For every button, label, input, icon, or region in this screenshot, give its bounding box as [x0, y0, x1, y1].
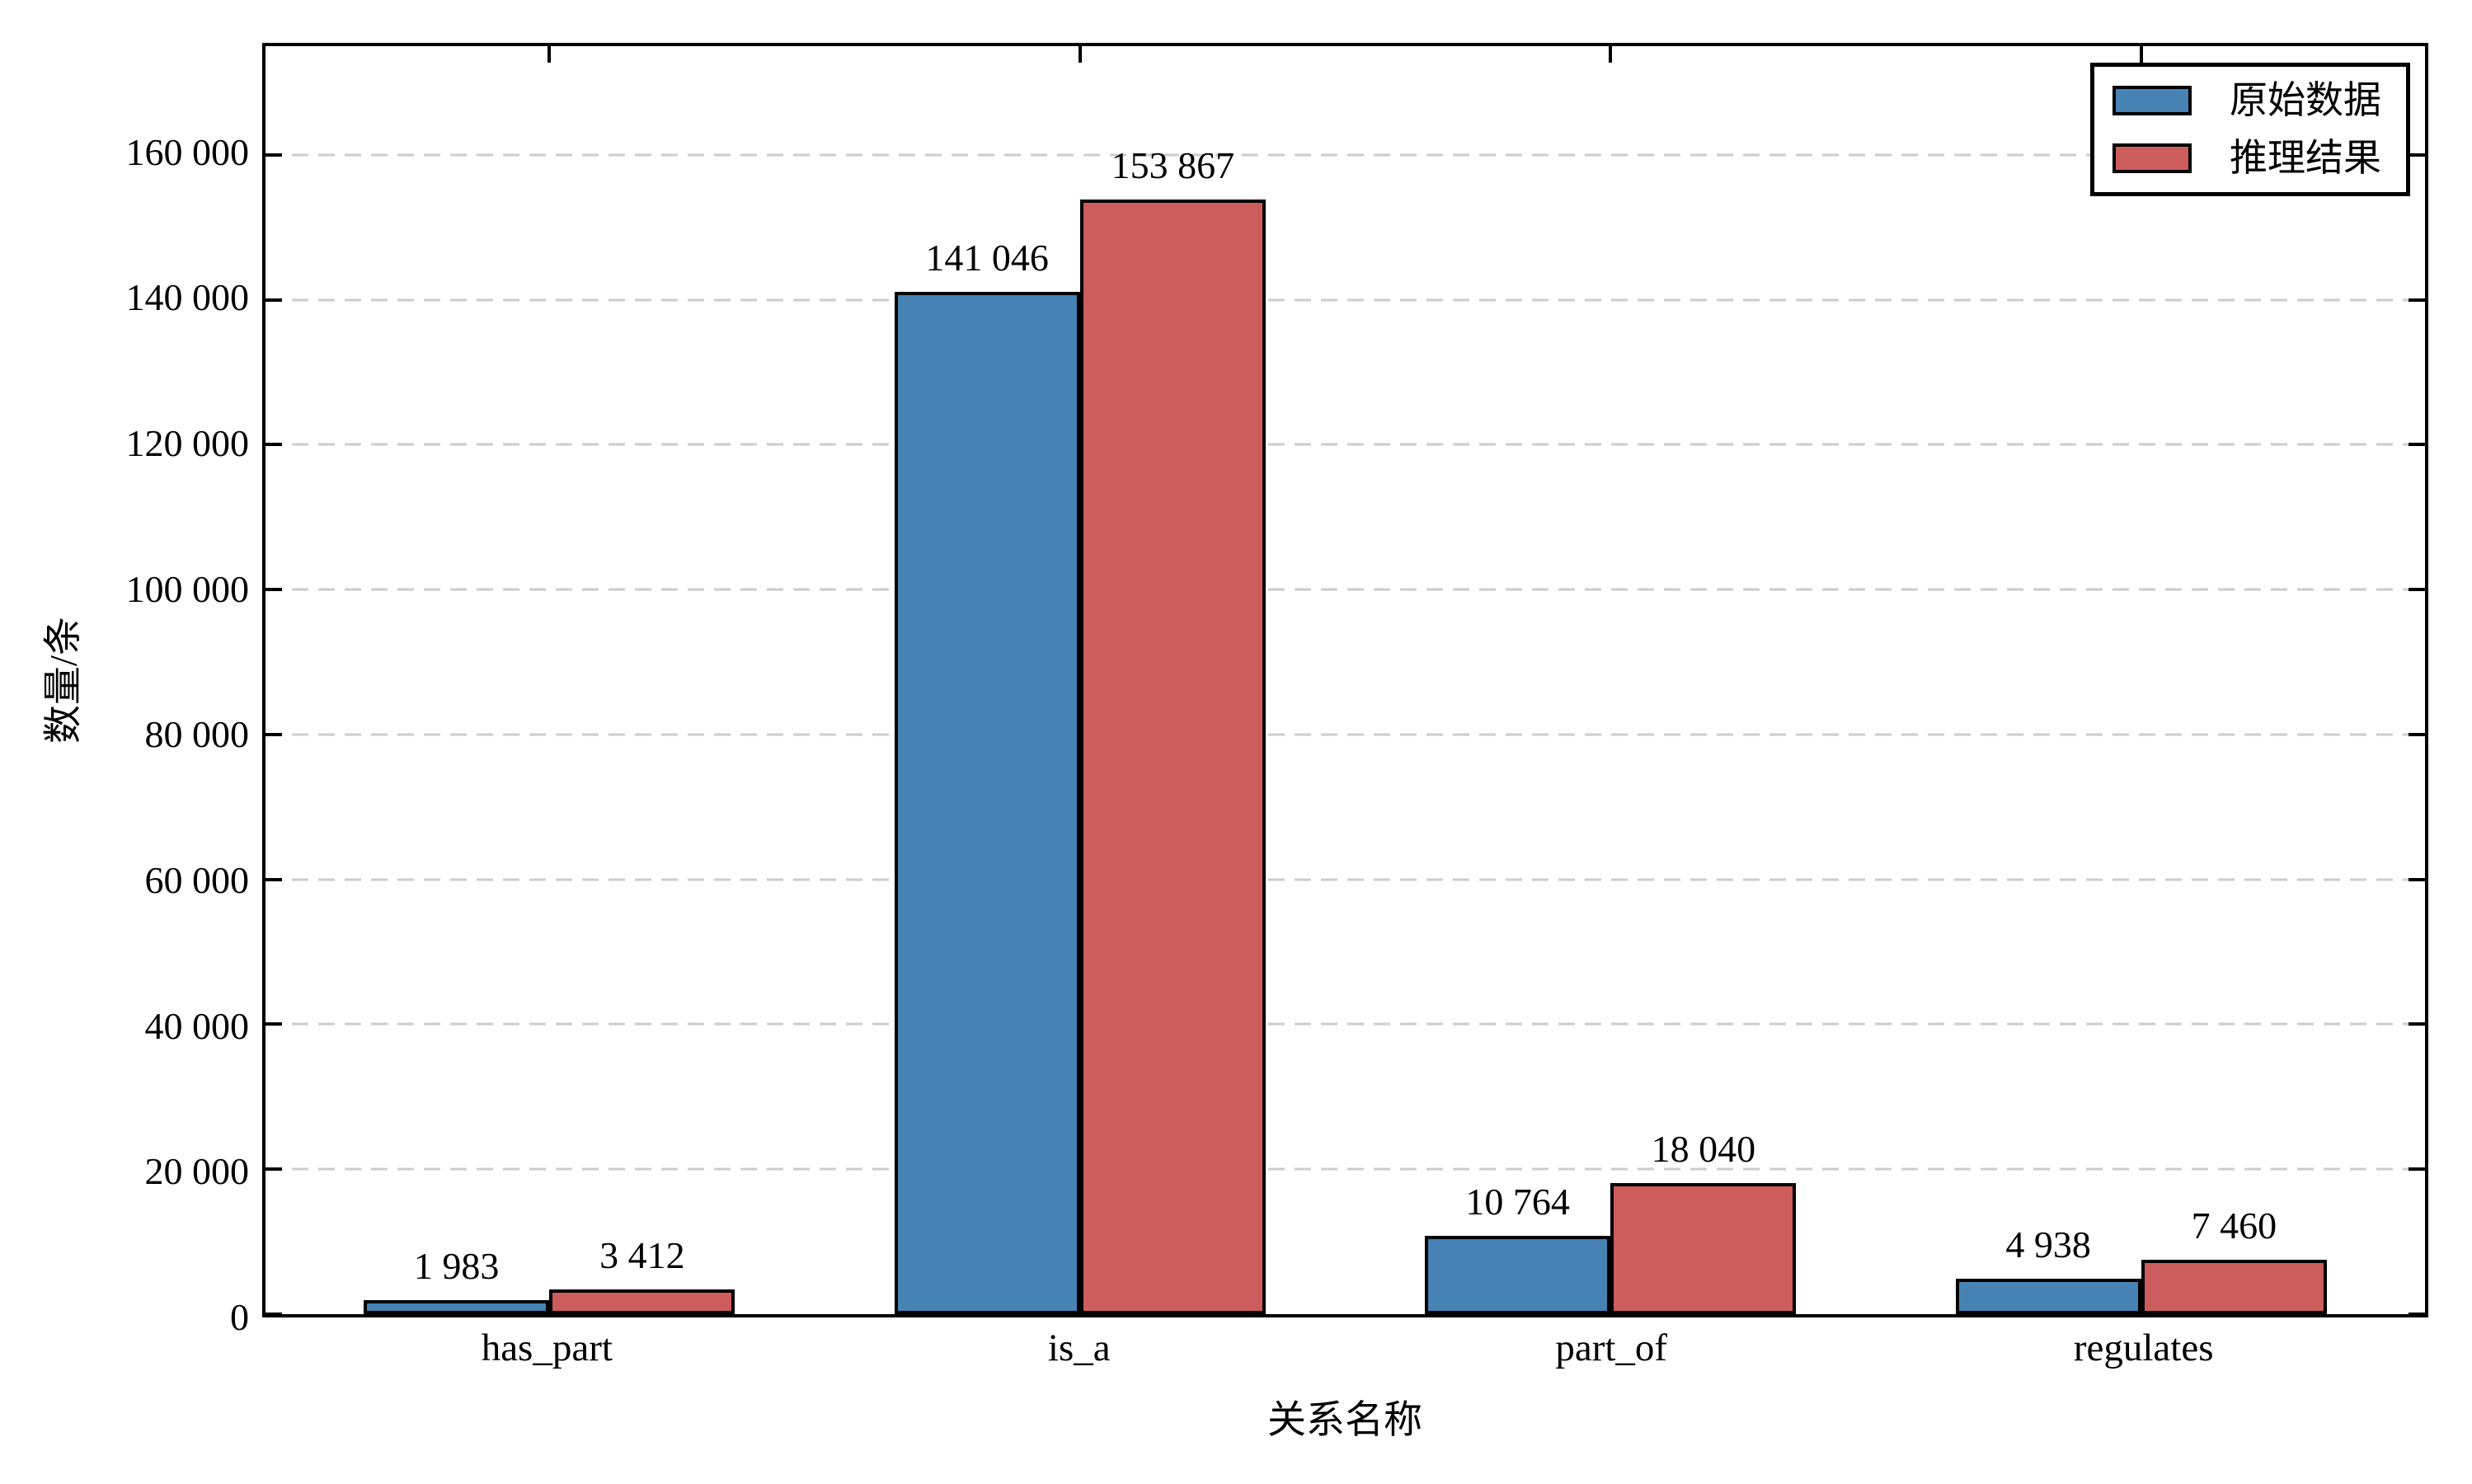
bar-推理结果-regulates — [2141, 1260, 2327, 1314]
bar-value-label-原始数据-regulates: 4 938 — [2005, 1223, 2091, 1266]
legend-swatch-原始数据 — [2112, 86, 2192, 115]
bar-value-label-原始数据-has_part: 1 983 — [413, 1244, 500, 1287]
legend-item-推理结果: 推理结果 — [2112, 139, 2381, 177]
y-tick-right-40000 — [2409, 1022, 2425, 1026]
plot-area: 1 983 141 046 10 764 4 938 3 412 153 867 18 04… — [262, 43, 2428, 1317]
y-tick-right-80000 — [2409, 732, 2425, 736]
x-tick-top-part_of — [1609, 46, 1613, 63]
y-tick-label-140000: 140 000 — [125, 276, 250, 319]
bar-value-label-原始数据-is_a: 141 046 — [925, 237, 1049, 279]
bar-value-label-推理结果-regulates: 7 460 — [2191, 1205, 2277, 1247]
y-tick-right-120000 — [2409, 443, 2425, 447]
gridline-80000 — [266, 733, 2425, 736]
y-tick-left-160000 — [266, 153, 282, 157]
x-tick-top-is_a — [1078, 46, 1082, 63]
gridline-60000 — [266, 878, 2425, 881]
y-tick-left-80000 — [266, 732, 282, 736]
gridline-100000 — [266, 588, 2425, 591]
y-tick-label-160000: 160 000 — [125, 130, 250, 173]
bar-推理结果-has_part — [549, 1289, 735, 1314]
bar-value-label-推理结果-part_of: 18 040 — [1651, 1128, 1756, 1171]
y-tick-label-100000: 100 000 — [125, 567, 250, 610]
bar-原始数据-is_a — [894, 292, 1080, 1314]
y-tick-label-80000: 80 000 — [144, 713, 250, 756]
y-tick-label-0: 0 — [230, 1296, 249, 1338]
gridline-40000 — [266, 1022, 2425, 1026]
x-tick-label-is_a: is_a — [1047, 1327, 1111, 1369]
y-tick-right-60000 — [2409, 877, 2425, 881]
bar-原始数据-has_part — [364, 1299, 550, 1314]
bar-value-label-推理结果-is_a: 153 867 — [1111, 143, 1235, 186]
y-tick-right-20000 — [2409, 1167, 2425, 1172]
y-tick-left-0 — [266, 1313, 282, 1316]
bar-推理结果-is_a — [1079, 199, 1266, 1314]
gridline-160000 — [266, 153, 2425, 157]
y-tick-left-60000 — [266, 877, 282, 881]
bar-value-label-原始数据-part_of: 10 764 — [1465, 1181, 1570, 1223]
legend-swatch-推理结果 — [2112, 143, 2192, 173]
legend-label-推理结果: 推理结果 — [2230, 137, 2381, 179]
x-tick-top-regulates — [2139, 46, 2143, 63]
y-tick-right-140000 — [2409, 298, 2425, 302]
y-tick-left-100000 — [266, 588, 282, 592]
y-tick-left-40000 — [266, 1022, 282, 1026]
y-tick-label-40000: 40 000 — [144, 1004, 250, 1047]
bar-原始数据-regulates — [1955, 1278, 2141, 1314]
bar-原始数据-part_of — [1425, 1236, 1611, 1314]
y-tick-right-0 — [2409, 1313, 2425, 1316]
bar-value-label-推理结果-has_part: 3 412 — [599, 1234, 685, 1277]
x-tick-top-has_part — [548, 46, 552, 63]
x-axis-title: 关系名称 — [1267, 1399, 1422, 1442]
y-tick-label-120000: 120 000 — [125, 421, 250, 464]
gridline-140000 — [266, 298, 2425, 302]
y-tick-label-20000: 20 000 — [144, 1150, 250, 1193]
y-tick-left-140000 — [266, 298, 282, 302]
y-tick-right-100000 — [2409, 588, 2425, 592]
legend-label-原始数据: 原始数据 — [2230, 79, 2381, 121]
x-tick-label-has_part: has_part — [481, 1327, 613, 1369]
legend-item-原始数据: 原始数据 — [2112, 82, 2381, 120]
x-tick-label-regulates: regulates — [2073, 1327, 2214, 1369]
legend: 原始数据 推理结果 — [2090, 63, 2410, 196]
bar-推理结果-part_of — [1610, 1183, 1797, 1314]
x-tick-label-part_of: part_of — [1555, 1327, 1668, 1369]
y-tick-left-20000 — [266, 1167, 282, 1172]
gridline-20000 — [266, 1167, 2425, 1171]
y-tick-label-60000: 60 000 — [144, 858, 250, 901]
y-tick-left-120000 — [266, 443, 282, 447]
y-tick-right-160000 — [2409, 153, 2425, 157]
gridline-120000 — [266, 443, 2425, 446]
